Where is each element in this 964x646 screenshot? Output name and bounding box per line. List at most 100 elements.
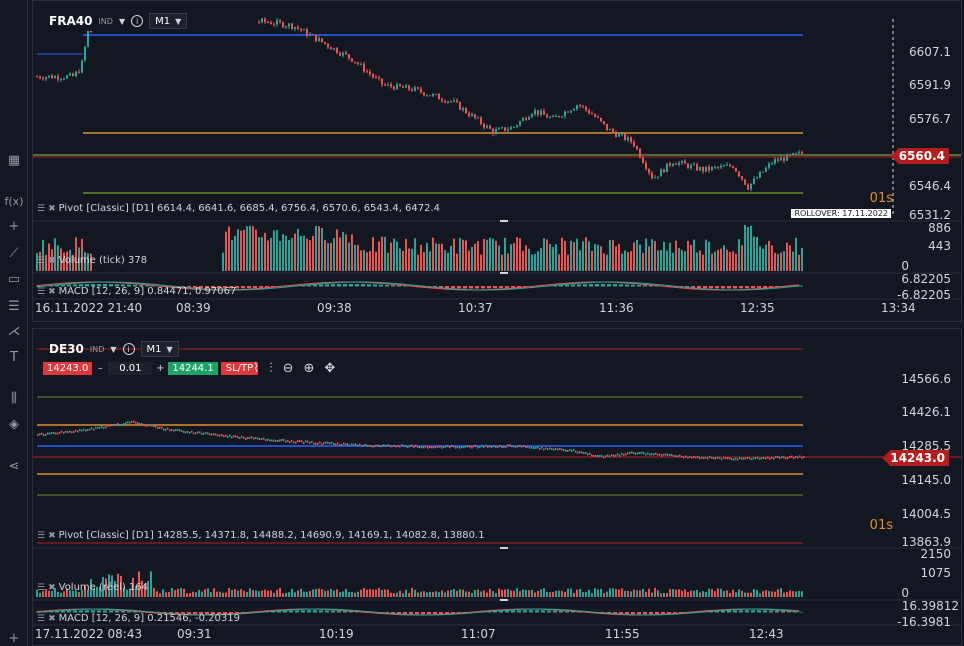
macd-indicator-label[interactable]: ☰ ✖ MACD [12, 26, 9] 0.84471, 0.97067 [37, 286, 236, 297]
macd-histogram-bar [643, 612, 647, 615]
volume-bar [90, 578, 92, 597]
candle-body [103, 427, 105, 430]
pane-resize-handle[interactable] [500, 547, 508, 549]
candle-body [239, 437, 241, 440]
buy-button[interactable]: 14244.1 [168, 362, 218, 375]
macd-histogram-bar [475, 286, 479, 289]
volume-bar [381, 236, 383, 271]
menu-icon[interactable]: ☰ [37, 613, 46, 624]
sell-button[interactable]: 14243.0 [43, 362, 93, 375]
candle-body [63, 431, 65, 434]
candles-icon[interactable]: ⫶ [269, 361, 273, 376]
menu-icon[interactable]: ☰ [37, 203, 46, 214]
volume-bar [426, 592, 428, 597]
pane-resize-handle[interactable] [500, 220, 508, 222]
fra40-chart-panel[interactable]: FRA40 IND ▼ i M1 ▼ 6607.1 6591.9 6576.7 … [32, 0, 962, 322]
volume-indicator-label[interactable]: ☰ ✖ Volume (réel) 164 [37, 582, 148, 593]
pane-resize-handle[interactable] [500, 599, 508, 601]
volume-bar [771, 245, 773, 271]
macd-histogram-bar [787, 611, 791, 613]
pitchfork-icon[interactable]: ⋌ [7, 323, 21, 339]
info-icon[interactable]: i [122, 343, 135, 355]
candle-body [203, 432, 205, 435]
quantity-input[interactable]: 0.01 [108, 362, 153, 375]
macd-histogram-bar [193, 612, 197, 615]
macd-histogram-bar [439, 612, 443, 614]
macd-histogram-bar [727, 286, 731, 289]
candle-body [319, 441, 321, 444]
volume-bar [765, 590, 767, 597]
close-icon[interactable]: ✖ [48, 613, 56, 624]
volume-bar [459, 589, 461, 597]
volume-bar [549, 243, 551, 271]
crosshair-icon[interactable]: + [8, 218, 20, 234]
timeframe-select[interactable]: M1 ▼ [149, 13, 188, 29]
function-icon[interactable]: f(x) [4, 194, 24, 208]
symbol-name[interactable]: FRA40 [49, 14, 93, 28]
timeframe-select[interactable]: M1 ▼ [140, 341, 179, 357]
macd-indicator-label[interactable]: ☰ ✖ MACD [12, 26, 9] 0.21546, -0.20319 [37, 613, 240, 624]
volume-indicator-label[interactable]: ☰ ✖ Volume (tick) 378 [37, 255, 147, 266]
candle-body [609, 455, 611, 458]
chevron-down-icon[interactable]: ▼ [118, 16, 126, 26]
candle-body [249, 436, 251, 439]
volume-bar [363, 588, 365, 597]
pane-resize-handle[interactable] [500, 272, 508, 274]
volume-bar [366, 589, 368, 597]
volume-bar [375, 589, 377, 597]
close-icon[interactable]: ✖ [48, 255, 56, 266]
add-icon[interactable]: + [8, 630, 20, 646]
candle-body [725, 456, 727, 459]
layers-icon[interactable]: ◈ [9, 416, 19, 432]
volume-bar [618, 589, 620, 597]
de30-chart-canvas[interactable] [33, 329, 962, 646]
de30-chart-panel[interactable]: DE30 IND ▼ i M1 ▼ 14243.0 – 0.01 + 14244… [32, 328, 962, 646]
macd-scale-label: -6.82205 [897, 288, 951, 302]
close-icon[interactable]: ✖ [48, 582, 56, 593]
layout-grid-icon[interactable]: ▦ [7, 152, 21, 168]
info-icon[interactable]: i [131, 15, 144, 27]
fra40-chart-canvas[interactable] [33, 1, 962, 322]
quantity-decrease-button[interactable]: – [97, 363, 103, 374]
sl-tp-button[interactable]: SL/TP [220, 362, 259, 375]
chevron-down-icon[interactable]: ▼ [110, 344, 117, 354]
candle-body [498, 128, 500, 130]
share-icon[interactable]: ⋖ [8, 458, 20, 474]
zoom-out-icon[interactable]: ⊖ [282, 361, 294, 376]
close-icon[interactable]: ✖ [48, 286, 56, 297]
volume-values: Volume (réel) 164 [58, 582, 149, 593]
candle-body [293, 441, 295, 444]
volume-bar [642, 252, 644, 271]
price-axis-label: 6546.4 [909, 179, 951, 193]
candle-body [575, 450, 577, 453]
menu-icon[interactable]: ☰ [37, 530, 46, 541]
macd-histogram-bar [121, 284, 125, 287]
line-chart-icon[interactable]: ⌇ [253, 361, 260, 376]
quantity-increase-button[interactable]: + [156, 363, 165, 374]
trendline-icon[interactable]: ⟋ [9, 245, 19, 261]
candle-body [375, 77, 377, 79]
menu-icon[interactable]: ☰ [37, 255, 46, 266]
fibonacci-icon[interactable]: ☰ [8, 298, 20, 314]
move-icon[interactable]: ✥ [324, 361, 336, 376]
macd-histogram-bar [247, 286, 251, 289]
text-icon[interactable]: T [10, 349, 18, 365]
close-icon[interactable]: ✖ [48, 530, 56, 541]
indicators-icon[interactable]: ⫼ [11, 390, 17, 406]
menu-icon[interactable]: ☰ [37, 286, 46, 297]
pivot-indicator-label[interactable]: ☰ ✖ Pivot [Classic] [D1] 6614.4, 6641.6, … [37, 203, 440, 214]
menu-icon[interactable]: ☰ [37, 582, 46, 593]
rectangle-icon[interactable]: ▭ [7, 271, 21, 287]
zoom-in-icon[interactable]: ⊕ [303, 361, 315, 376]
volume-bar [318, 226, 320, 271]
close-icon[interactable]: ✖ [48, 203, 56, 214]
candle-body [753, 457, 755, 460]
pivot-indicator-label[interactable]: ☰ ✖ Pivot [Classic] [D1] 14285.5, 14371.8… [37, 530, 485, 541]
candle-body [311, 440, 313, 443]
candle-body [533, 447, 535, 450]
volume-bar [243, 590, 245, 597]
symbol-name[interactable]: DE30 [49, 342, 84, 356]
volume-bar [759, 593, 761, 597]
volume-bar [546, 239, 548, 271]
candle-body [209, 433, 211, 436]
